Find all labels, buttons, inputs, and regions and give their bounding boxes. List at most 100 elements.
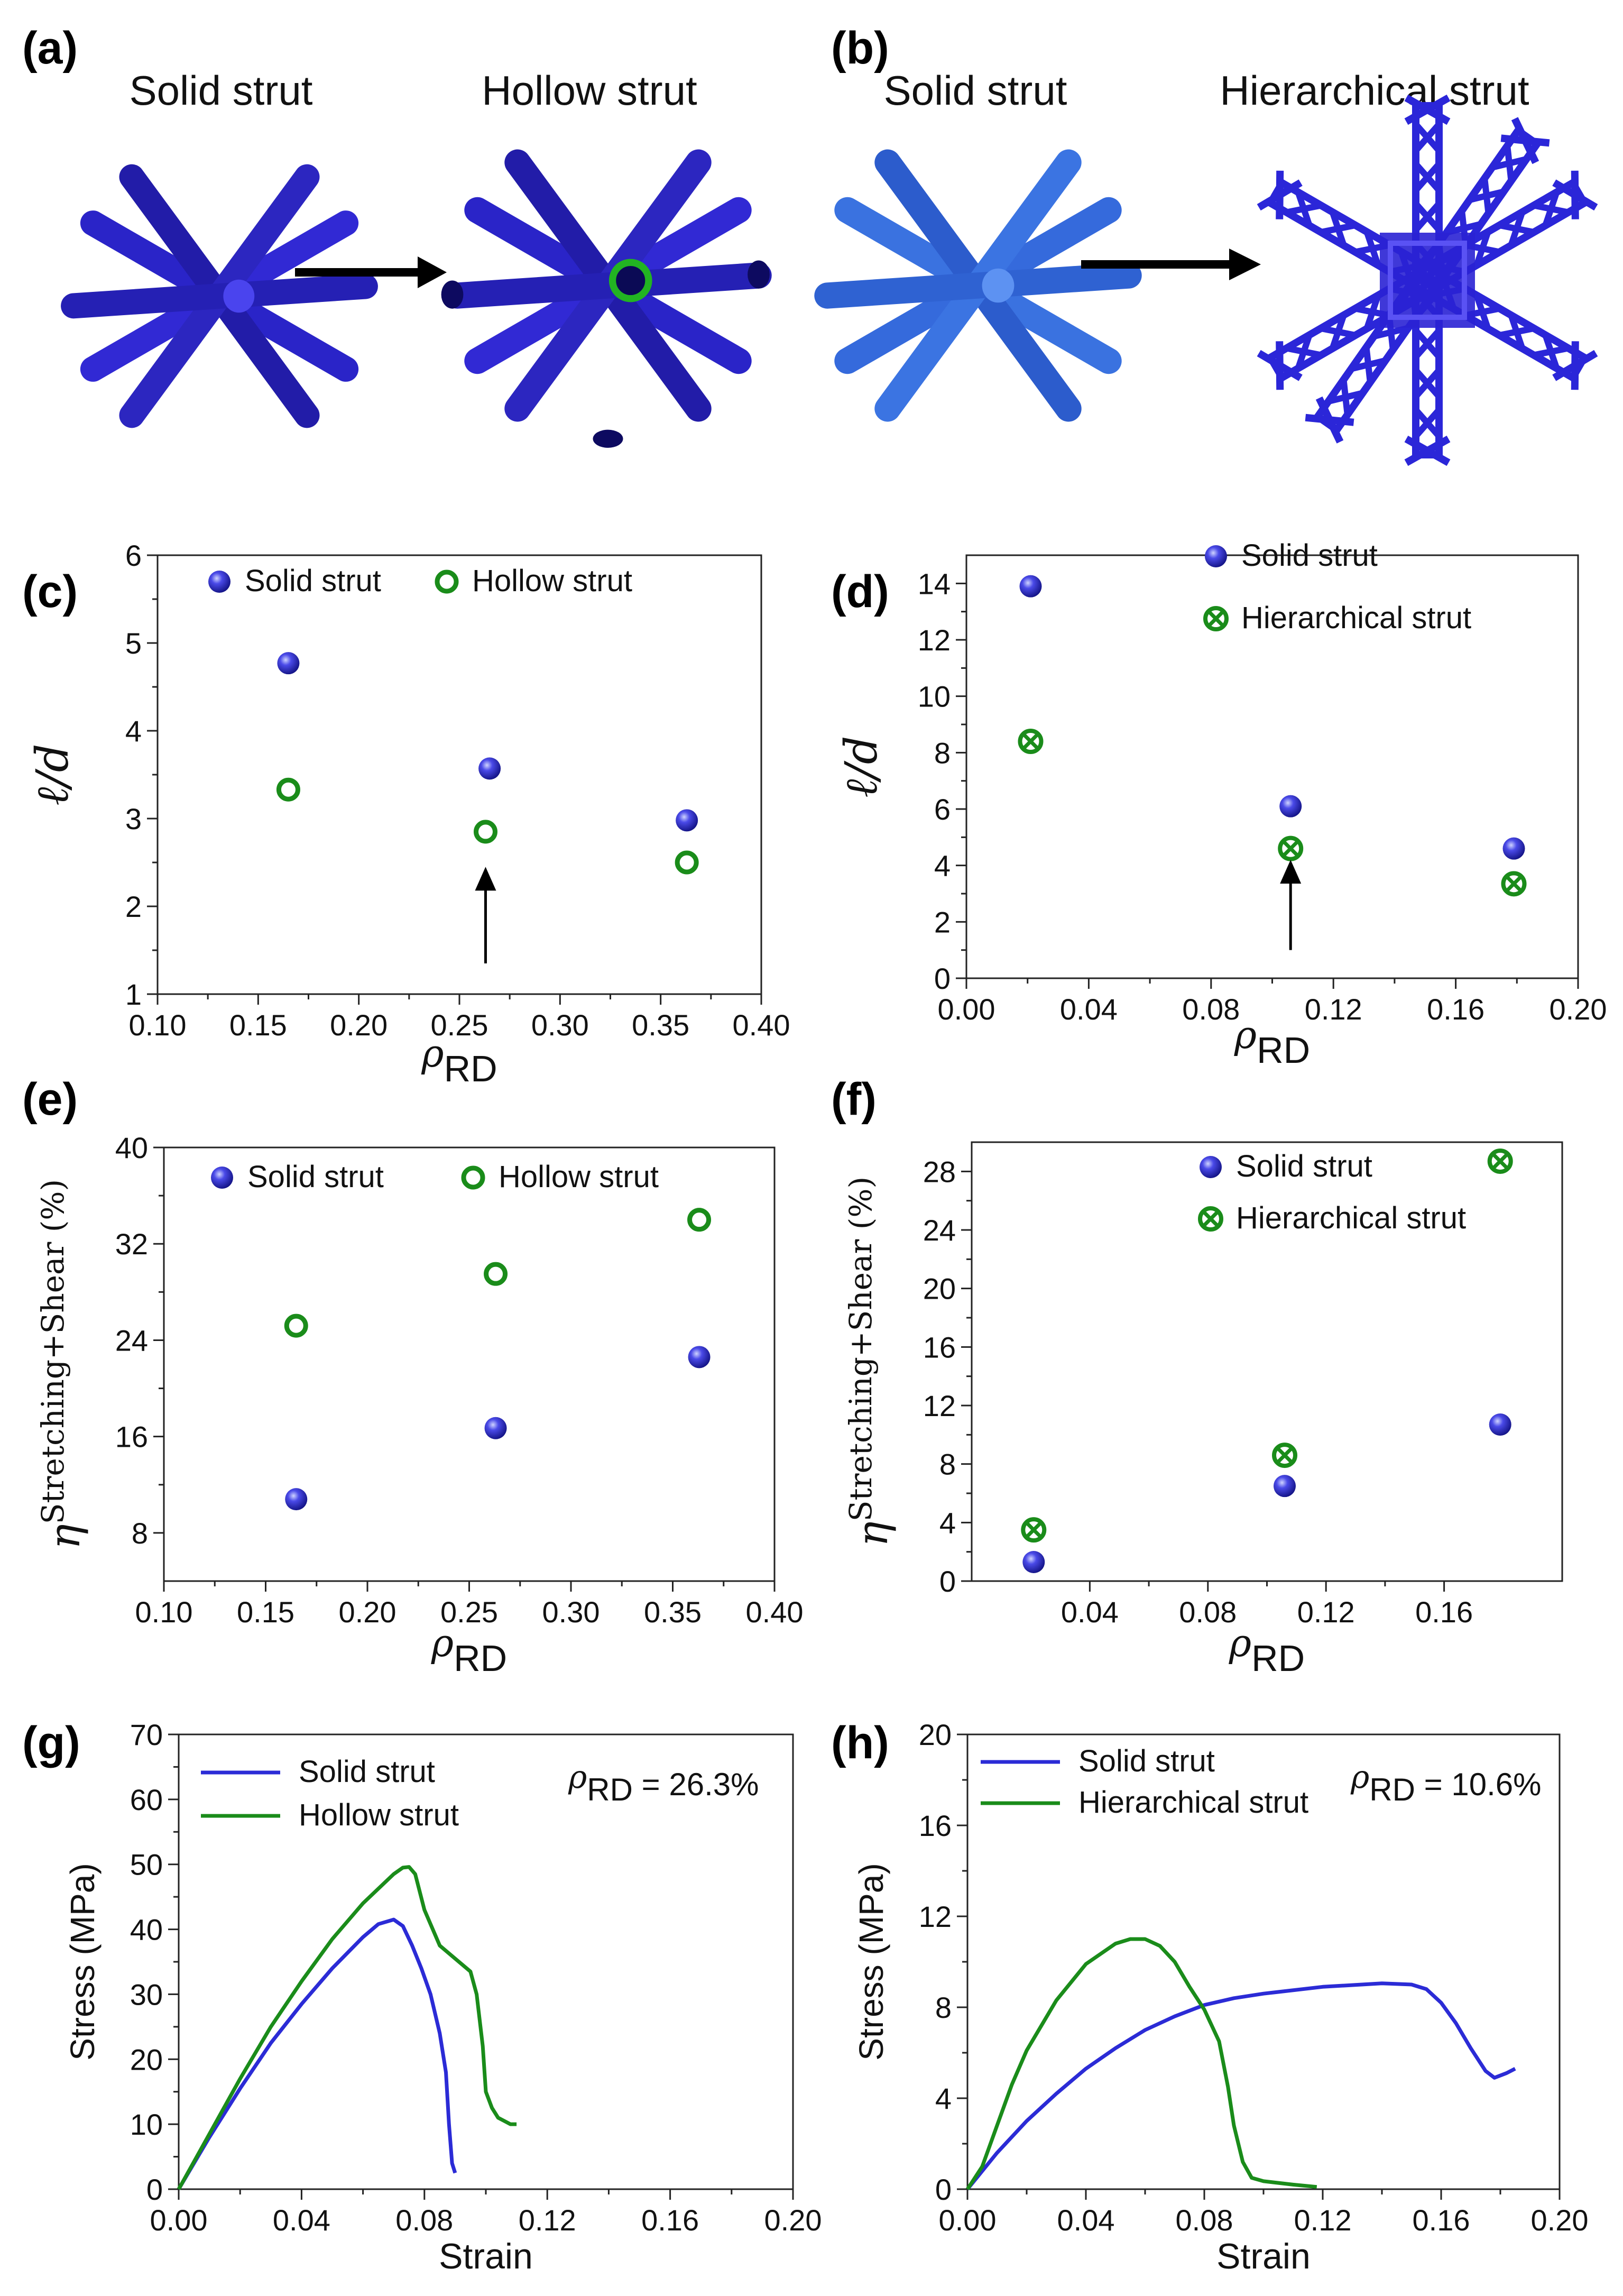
plot-frame [156, 554, 762, 995]
x-tick-label: 0.35 [644, 1595, 702, 1629]
hierarchical-strut-node-illustration [1259, 98, 1596, 463]
data-point-crossed-circle-cross-2 [1025, 1521, 1043, 1539]
legend-marker-sphere [208, 571, 230, 593]
x-tick-label: 0.16 [1427, 993, 1484, 1026]
legend-marker-open-circle [461, 1165, 485, 1190]
annotation-arrowhead [475, 867, 496, 891]
x-tick-label: 0.30 [531, 1008, 589, 1042]
legend-label: Hierarchical strut [1236, 1201, 1466, 1235]
y-tick-label: 50 [130, 1848, 163, 1881]
x-axis-label: ρRD [421, 1031, 497, 1089]
y-axis-label: Stress (MPa) [852, 1863, 890, 2060]
x-tick-label: 0.12 [1294, 2203, 1352, 2237]
y-tick-label: 8 [132, 1517, 148, 1550]
y-tick-label: 20 [919, 1718, 952, 1751]
y-tick-label: 40 [115, 1131, 148, 1164]
y-axis-label: ℓ/d [835, 736, 887, 797]
data-point-open-circle [284, 1314, 308, 1338]
chart-d: 0.00 0.04 0.08 0.12 0.16 0.20 0 2 4 6 8 10 12 14 ℓ/d ρR… [835, 538, 1607, 1071]
y-tick-label: 60 [130, 1783, 163, 1816]
y-tick-label: 4 [935, 2082, 952, 2115]
data-point-crossed-circle [1278, 835, 1304, 861]
y-tick-label: 4 [125, 714, 142, 748]
x-tick-label: 0.16 [1413, 2203, 1470, 2237]
x-tick-label: 0.00 [938, 993, 995, 1026]
y-tick-label: 8 [939, 1448, 956, 1481]
x-axis-label: ρRD [1234, 1013, 1310, 1071]
y-axis-label: ηStretching+Shear (%) [35, 1179, 89, 1549]
annotation-arrowhead [1280, 860, 1302, 884]
series-line-solid [966, 1981, 1516, 2191]
legend-label: Solid strut [299, 1755, 435, 1789]
density-annotation: ρRD = 10.6% [1350, 1759, 1541, 1807]
y-tick-label: 5 [125, 627, 142, 660]
y-tick-label: 0 [935, 2173, 952, 2206]
data-point-open-circle [484, 1262, 508, 1286]
data-point-crossed-circle [1021, 1517, 1047, 1543]
data-point-sphere [688, 1346, 711, 1369]
y-tick-label: 2 [125, 890, 142, 923]
x-tick-label: 0.12 [1305, 993, 1362, 1026]
legend-label: Solid strut [1078, 1744, 1215, 1778]
data-point-sphere [1279, 795, 1302, 818]
legend-marker-crossed-circle-cross-2 [1202, 1210, 1220, 1228]
data-point-open-circle [687, 1208, 712, 1232]
x-tick-label: 0.08 [395, 2203, 453, 2237]
x-axis-label: ρRD [431, 1621, 507, 1679]
data-point-crossed-circle-ring [1272, 1443, 1298, 1468]
legend-label: Hollow strut [472, 564, 632, 598]
legend-marker-crossed-circle [1203, 606, 1229, 631]
legend-marker-crossed-circle-ring [1203, 606, 1229, 631]
data-point-crossed-circle-cross-2 [1276, 1446, 1294, 1464]
y-tick-label: 70 [130, 1718, 163, 1751]
x-tick-label: 0.25 [440, 1595, 498, 1629]
plot-frame [178, 1733, 794, 2190]
legend-marker-crossed-circle-cross-2 [1207, 610, 1225, 628]
x-tick-label: 0.40 [733, 1008, 790, 1042]
charts-container: 0.10 0.15 0.20 0.25 0.30 0.35 0.40123456ℓ/dρRD… [26, 538, 1607, 2276]
chart-g: 0.00 0.04 0.08 0.12 0.16 0.20 0 10 20 30 40 50 60 70 S… [63, 1718, 822, 2276]
y-tick-label: 12 [923, 1389, 956, 1422]
x-tick-label: 0.04 [1060, 993, 1118, 1026]
panel-label-h: (h) [831, 1718, 889, 1768]
data-point-sphere [277, 652, 300, 675]
y-axis-label: ℓ/d [26, 743, 78, 805]
illus-a-right-title: Hollow strut [482, 67, 697, 114]
x-tick-label: 0.10 [135, 1595, 193, 1629]
x-tick-label: 0.16 [1415, 1595, 1473, 1629]
data-point-sphere [1502, 837, 1525, 860]
x-tick-label: 0.20 [339, 1595, 396, 1629]
x-tick-label: 0.04 [1057, 2203, 1115, 2237]
x-tick-label: 0.25 [431, 1008, 488, 1042]
y-tick-label: 28 [923, 1155, 956, 1188]
x-tick-label: 0.40 [746, 1595, 804, 1629]
illus-a-left-title: Solid strut [130, 67, 313, 114]
data-point-sphere [676, 809, 698, 832]
y-tick-label: 8 [934, 736, 951, 769]
legend-marker-crossed-circle [1198, 1206, 1223, 1232]
series-line-alt [177, 1865, 517, 2190]
legend-marker-open-circle [435, 570, 459, 594]
y-tick-label: 16 [115, 1420, 148, 1454]
x-tick-label: 0.20 [764, 2203, 822, 2237]
x-tick-label: 0.20 [330, 1008, 388, 1042]
data-point-crossed-circle-ring [1021, 1517, 1047, 1543]
illustration-a: Solid strut Hollow strut [73, 67, 770, 448]
data-point-sphere [1019, 575, 1042, 598]
y-tick-label: 24 [923, 1214, 956, 1247]
panel-label-g: (g) [22, 1718, 80, 1768]
data-point-crossed-circle-ring [1501, 871, 1527, 897]
legend-label: Hierarchical strut [1078, 1785, 1308, 1820]
data-point-sphere [1274, 1475, 1296, 1498]
hollow-strut-node-illustration [441, 135, 770, 448]
data-point-crossed-circle-cross-2 [1505, 875, 1523, 893]
panel-label-c: (c) [22, 566, 78, 617]
x-tick-label: 0.16 [641, 2203, 699, 2237]
y-tick-label: 8 [935, 1991, 952, 2024]
data-point-sphere [484, 1417, 507, 1439]
x-tick-label: 0.08 [1182, 993, 1240, 1026]
data-point-crossed-circle [1018, 729, 1044, 754]
y-tick-label: 0 [939, 1565, 956, 1598]
y-tick-label: 1 [125, 978, 142, 1011]
